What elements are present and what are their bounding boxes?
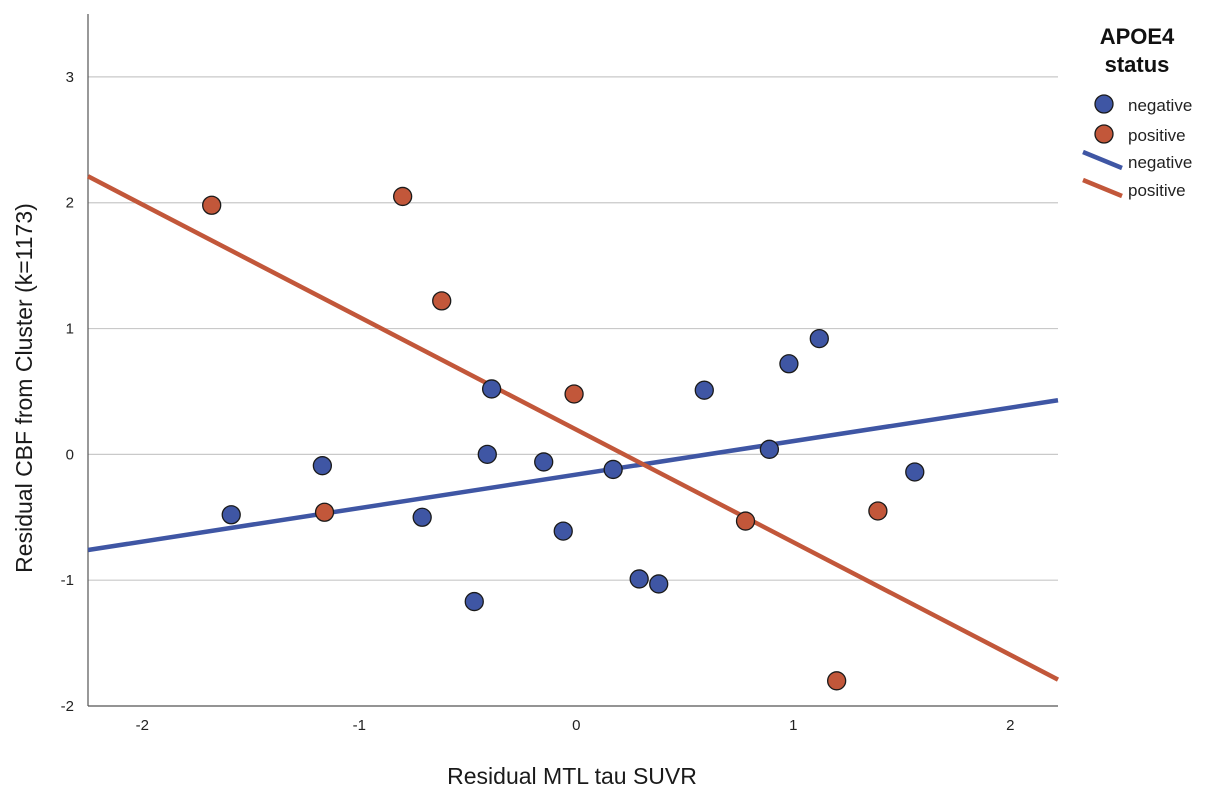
point-positive	[202, 195, 222, 215]
point-negative	[412, 507, 432, 527]
y-tick-labels: -2 -1 0 1 2 3	[61, 69, 74, 715]
point-negative	[759, 439, 780, 459]
y-axis-title: Residual CBF from Cluster (k=1173)	[11, 203, 37, 573]
x-axis-title: Residual MTL tau SUVR	[447, 763, 697, 788]
x-tick-label: -2	[136, 717, 149, 734]
legend-label-positive-marker: positive	[1128, 126, 1186, 145]
grid-lines	[88, 76, 1058, 581]
y-tick-label: 3	[66, 69, 74, 86]
point-negative	[312, 456, 333, 476]
legend-label-negative-marker: negative	[1128, 96, 1192, 115]
legend-title-line1: APOE4	[1100, 24, 1175, 49]
point-negative	[477, 444, 497, 465]
y-tick-label: -2	[61, 698, 74, 715]
x-tick-label: -1	[353, 717, 366, 734]
legend-marker-positive	[1094, 124, 1114, 144]
y-tick-label: 2	[66, 195, 74, 212]
x-tick-label: 0	[572, 717, 580, 734]
axes	[87, 14, 1058, 707]
point-positive	[564, 384, 584, 404]
x-tick-label: 2	[1006, 717, 1014, 734]
point-negative	[603, 459, 623, 480]
fit-line-positive	[86, 174, 1060, 682]
legend-label-negative-line: negative	[1128, 153, 1192, 172]
point-negative	[779, 354, 799, 374]
x-tick-label: 1	[789, 717, 797, 734]
legend-line-positive	[1082, 177, 1123, 199]
point-negative	[481, 379, 502, 399]
data-points	[202, 186, 925, 691]
point-positive	[735, 511, 756, 531]
legend-title-line2: status	[1105, 52, 1170, 77]
legend: APOE4 status negative positive negative …	[1082, 24, 1192, 200]
x-tick-labels: -2 -1 0 1 2	[136, 717, 1015, 734]
point-negative	[553, 521, 573, 541]
point-positive	[393, 186, 413, 207]
point-negative	[629, 569, 649, 589]
point-negative	[905, 462, 925, 482]
point-negative	[649, 574, 669, 594]
point-negative	[534, 452, 554, 472]
legend-line-negative	[1082, 149, 1123, 171]
point-negative	[694, 380, 714, 400]
fit-lines	[86, 174, 1060, 682]
point-positive	[432, 291, 452, 311]
legend-label-positive-line: positive	[1128, 181, 1186, 200]
point-positive	[827, 671, 847, 691]
point-negative	[809, 328, 829, 349]
y-tick-label: 0	[66, 446, 74, 463]
point-negative	[464, 591, 484, 612]
y-tick-label: 1	[66, 321, 74, 338]
point-negative	[221, 505, 241, 525]
y-tick-label: -1	[61, 572, 74, 589]
point-positive	[868, 501, 888, 521]
point-positive	[314, 502, 335, 522]
legend-marker-negative	[1094, 94, 1114, 114]
fit-line-negative	[87, 398, 1059, 553]
